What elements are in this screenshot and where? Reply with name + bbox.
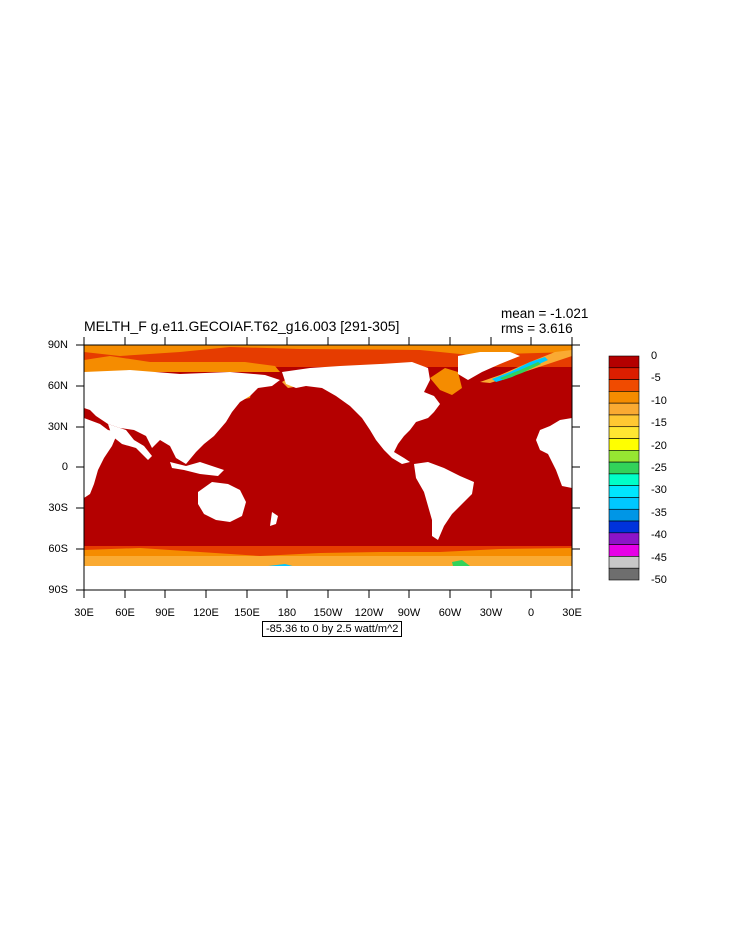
lat-label-0: 0: [61, 461, 68, 473]
antarctica: [84, 566, 572, 590]
lon-label-0: 0: [527, 607, 535, 619]
antarctic-ice-edge: [84, 546, 572, 556]
colorbar-box: [608, 355, 640, 369]
colorbar-box: [608, 556, 640, 569]
lat-label-30n: 30N: [47, 421, 68, 433]
colorbar-label: -35: [651, 507, 667, 519]
colorbar-box: [608, 450, 640, 463]
lat-ticks: [76, 344, 580, 591]
lat-label-30s: 30S: [48, 502, 68, 514]
colorbar-box: [608, 426, 640, 439]
mean-stat: mean = -1.021: [501, 306, 589, 321]
colorbar-label: -25: [651, 462, 667, 474]
land-south-america: [414, 462, 474, 540]
colorbar-box: [608, 544, 640, 557]
colorbar-label: -20: [651, 440, 667, 452]
lon-label-90w: 90W: [397, 607, 421, 619]
land-eurasia: [84, 370, 280, 464]
colorbar-box: [608, 497, 640, 510]
lon-label-30w: 30W: [479, 607, 503, 619]
labrador-sea-ice: [430, 368, 462, 395]
land-north-america: [282, 362, 440, 464]
land-arabia-india: [108, 424, 152, 460]
arctic-ice-band: [84, 345, 572, 356]
lat-label-90n: 90N: [47, 339, 68, 351]
lon-label-120e: 120E: [193, 607, 219, 619]
lon-label-90e: 90E: [155, 607, 175, 619]
antarctic-inner-ice: [84, 556, 572, 568]
lat-label-90s: 90S: [48, 584, 68, 596]
lon-label-120w: 120W: [354, 607, 384, 619]
colorbar-label: -40: [651, 529, 667, 541]
colorbar-box: [608, 402, 640, 416]
colorbar-box: [608, 520, 640, 534]
arctic-eurasia-shelf: [84, 356, 280, 372]
colorbar-box: [608, 391, 640, 404]
colorbar-box: [608, 438, 640, 451]
colorbar-label: -5: [651, 372, 661, 384]
colorbar-label: -45: [651, 552, 667, 564]
colorbar-box: [608, 508, 640, 522]
colorbar-label: -10: [651, 395, 667, 407]
rms-stat: rms = 3.616: [501, 321, 573, 336]
lon-label-150w: 150W: [313, 607, 343, 619]
plot-title: MELTH_F g.e11.GECOIAF.T62_g16.003 [291-3…: [84, 318, 400, 334]
lon-ticks: [83, 337, 573, 598]
lon-label-60e: 60E: [115, 607, 135, 619]
lon-label-150e: 150E: [234, 607, 260, 619]
colorbar-label: -15: [651, 417, 667, 429]
lat-label-60s: 60S: [48, 543, 68, 555]
colorbar-box: [608, 461, 640, 475]
colorbar-box: [608, 379, 640, 392]
land-new-zealand: [270, 512, 278, 526]
colorbar-box: [608, 414, 640, 428]
colorbar-label: -50: [651, 574, 667, 586]
lon-label-60w: 60W: [438, 607, 462, 619]
colorbar-label: -30: [651, 484, 667, 496]
land-greenland: [458, 352, 520, 380]
lat-label-60n: 60N: [47, 380, 68, 392]
land-maritime-continent: [170, 462, 224, 476]
colorbar-box: [608, 485, 640, 498]
colorbar-label: 0: [651, 350, 658, 362]
lon-label-180: 180: [277, 607, 297, 619]
colorbar-box: [608, 532, 640, 545]
greenland-green-band: [500, 362, 541, 380]
contour-range-label: -85.36 to 0 by 2.5 watt/m^2: [262, 621, 403, 637]
colorbar-box: [608, 473, 640, 486]
land-africa-west: [536, 418, 572, 488]
colorbar-box: [608, 567, 640, 581]
colorbar: [608, 355, 640, 581]
lon-label-30e-left: 30E: [74, 607, 94, 619]
colorbar-box: [608, 367, 640, 380]
land-africa: [84, 418, 118, 498]
land-australia: [198, 482, 246, 522]
lon-label-30e-right: 30E: [562, 607, 582, 619]
